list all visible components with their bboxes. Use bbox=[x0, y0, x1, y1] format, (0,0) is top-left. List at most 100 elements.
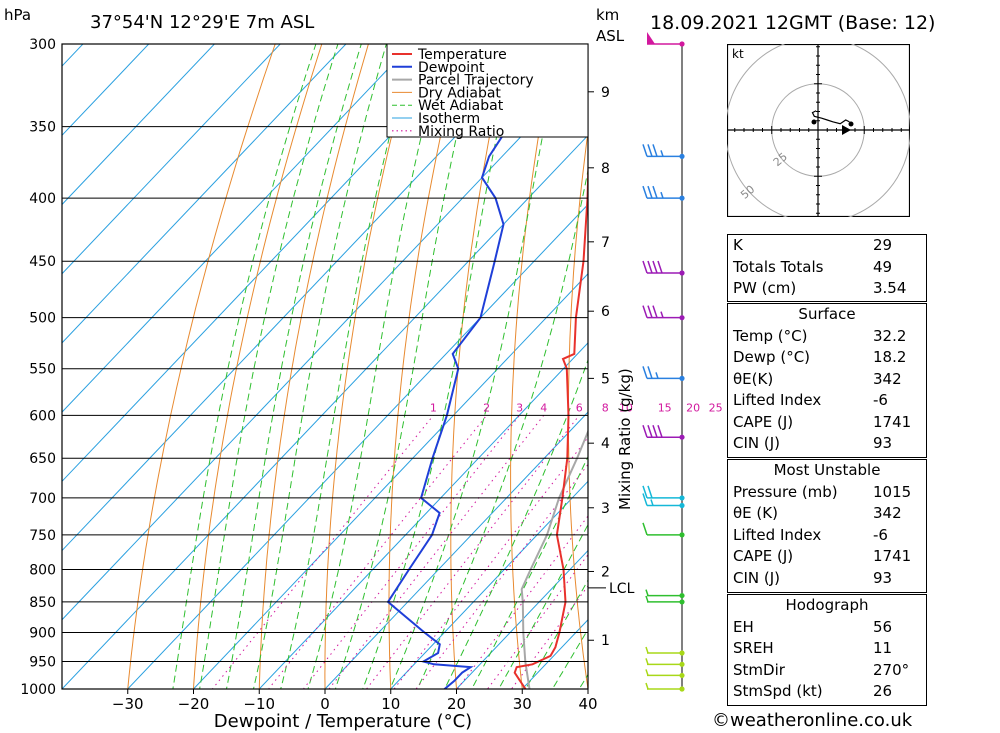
legend-label: Mixing Ratio bbox=[418, 124, 504, 140]
temp-tick-label: 20 bbox=[447, 695, 466, 713]
pressure-tick-label: 500 bbox=[29, 311, 56, 327]
table-row: Dewp (°C) 18.2 bbox=[728, 347, 926, 369]
isotherm-line bbox=[455, 549, 588, 689]
wet-adiabat-line bbox=[334, 44, 479, 689]
most-unstable-table: Most Unstable Pressure (mb) 1015 θE (K) 34… bbox=[727, 459, 927, 593]
wind-barb bbox=[645, 589, 685, 599]
wind-barb bbox=[642, 185, 685, 201]
mu-value: -6 bbox=[873, 525, 888, 544]
wet-adiabat-line bbox=[172, 44, 317, 689]
dry-adiabat-line bbox=[567, 128, 588, 689]
mu-label: CAPE (J) bbox=[733, 547, 794, 565]
mixing-ratio-label: 1 bbox=[430, 401, 437, 414]
most-unstable-title: Most Unstable bbox=[773, 461, 881, 479]
wind-barb bbox=[645, 658, 685, 667]
km-tick-label: 5 bbox=[601, 371, 610, 387]
index-label: K bbox=[733, 236, 743, 254]
wet-adiabat-line bbox=[471, 455, 588, 689]
pressure-tick-label: 1000 bbox=[20, 682, 56, 698]
hodograph-trace bbox=[811, 110, 850, 125]
km-tick-label: 3 bbox=[601, 501, 610, 517]
mixing-ratio-line bbox=[328, 414, 545, 689]
wet-adiabat-line bbox=[498, 523, 588, 689]
mixing-ratio-line bbox=[365, 414, 580, 689]
table-row: StmDir 270° bbox=[728, 660, 926, 682]
credit-link[interactable]: ©weatheronline.co.uk bbox=[712, 710, 913, 731]
km-tick-label: 9 bbox=[601, 85, 610, 101]
wind-barb bbox=[642, 260, 685, 276]
hpa-unit-label: hPa bbox=[4, 6, 32, 24]
mixing-ratio-label: 4 bbox=[540, 401, 547, 414]
asl-label: ASL bbox=[596, 27, 625, 45]
surface-value: 18.2 bbox=[873, 348, 907, 366]
pressure-tick-label: 750 bbox=[29, 528, 56, 544]
hodo-value: 11 bbox=[873, 639, 893, 657]
indices-table: K 29 Totals Totals 49 PW (cm) 3.54 bbox=[727, 234, 927, 302]
pressure-tick-label: 400 bbox=[29, 191, 56, 207]
temp-tick-label: −10 bbox=[243, 695, 275, 713]
surface-label: CIN (J) bbox=[733, 434, 781, 452]
mixing-ratio-axis-title: Mixing Ratio (g/kg) bbox=[616, 368, 634, 510]
pressure-tick-label: 700 bbox=[29, 491, 56, 507]
dry-adiabat-line bbox=[324, 44, 416, 689]
lcl-label: LCL bbox=[609, 581, 635, 597]
mixing-ratio-line bbox=[486, 553, 588, 689]
dry-adiabat-line bbox=[258, 44, 369, 689]
wet-adiabat-line bbox=[362, 44, 517, 689]
surface-value: -6 bbox=[873, 391, 888, 409]
wet-adiabat-line bbox=[252, 44, 387, 689]
wind-barb bbox=[642, 522, 685, 538]
legend-label: Parcel Trajectory bbox=[418, 73, 534, 89]
mixing-ratio-label: 6 bbox=[576, 401, 583, 414]
pressure-tick-label: 550 bbox=[29, 362, 56, 378]
wind-barb bbox=[645, 682, 685, 692]
mu-value: 1741 bbox=[873, 547, 912, 565]
wet-adiabat-line bbox=[551, 628, 588, 689]
table-row: StmSpd (kt) 26 bbox=[728, 681, 926, 703]
surface-table: Surface Temp (°C) 32.2 Dewp (°C) 18.2 θE(K… bbox=[727, 303, 927, 458]
hodo-label: StmDir bbox=[733, 660, 785, 679]
surface-value: 93 bbox=[873, 434, 893, 452]
hodo-value: 56 bbox=[873, 617, 893, 636]
mixing-ratio-label: 15 bbox=[658, 401, 672, 414]
surface-label: Temp (°C) bbox=[733, 326, 808, 345]
isotherm-line bbox=[62, 44, 413, 413]
mixing-ratio-line bbox=[415, 463, 588, 689]
hodograph-point bbox=[848, 121, 854, 127]
mixing-ratio-label: 25 bbox=[709, 401, 723, 414]
wind-barb bbox=[645, 646, 685, 656]
pressure-tick-label: 300 bbox=[29, 37, 56, 53]
hodograph: kt 25 50 75 bbox=[727, 44, 910, 217]
km-tick-label: 1 bbox=[601, 633, 610, 649]
hodograph-title: Hodograph bbox=[785, 596, 869, 614]
isotherm-line bbox=[258, 342, 588, 689]
datetime-title: 18.09.2021 12GMT (Base: 12) bbox=[650, 12, 936, 34]
legend-label: Dry Adiabat bbox=[418, 85, 501, 101]
isotherm-line bbox=[62, 44, 150, 137]
hodograph-table: Hodograph EH 56 SREH 11 StmDir 270° StmSpd … bbox=[727, 594, 927, 706]
wet-adiabat-line bbox=[444, 358, 588, 689]
legend-label: Dewpoint bbox=[418, 60, 485, 76]
hodograph-unit: kt bbox=[732, 47, 744, 61]
mixing-ratio-line bbox=[267, 414, 487, 689]
mu-value: 1015 bbox=[873, 482, 912, 501]
isotherm-line bbox=[62, 134, 588, 689]
km-tick-label: 2 bbox=[601, 564, 610, 580]
surface-label: Lifted Index bbox=[733, 391, 822, 409]
dry-adiabat-line bbox=[679, 7, 726, 715]
isotherm-line bbox=[324, 411, 588, 689]
wind-barb bbox=[647, 32, 685, 47]
pressure-tick-label: 600 bbox=[29, 408, 56, 424]
mixing-ratio-label: 8 bbox=[602, 401, 609, 414]
pressure-tick-label: 650 bbox=[29, 451, 56, 467]
wind-barb bbox=[645, 595, 685, 605]
isotherm-line bbox=[192, 273, 588, 689]
wind-barb bbox=[642, 366, 685, 381]
surface-label: θE(K) bbox=[733, 369, 774, 388]
km-tick-label: 4 bbox=[601, 436, 610, 452]
wet-adiabat-line bbox=[199, 44, 339, 689]
surface-label: CAPE (J) bbox=[733, 412, 794, 431]
temp-tick-label: −30 bbox=[112, 695, 144, 713]
index-label: PW (cm) bbox=[733, 279, 797, 297]
